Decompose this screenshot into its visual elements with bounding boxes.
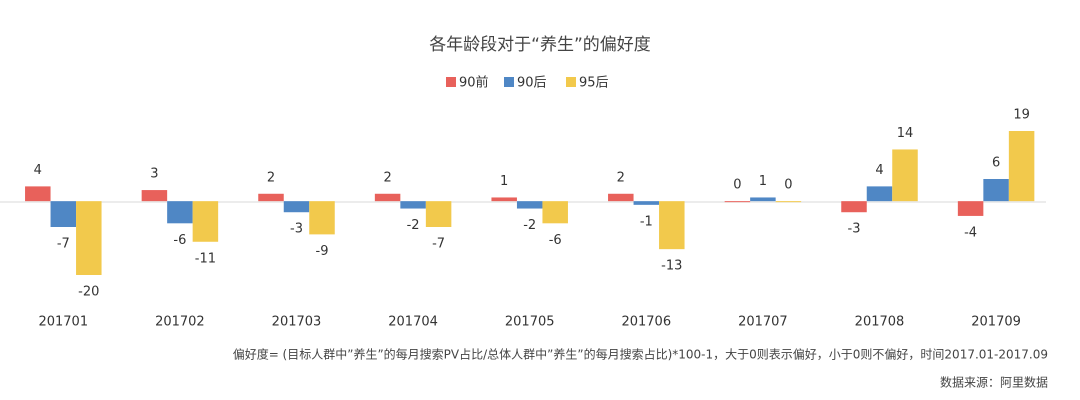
bar <box>309 201 335 235</box>
bar <box>542 201 568 224</box>
data-label: -6 <box>173 233 186 248</box>
bar <box>192 201 219 242</box>
bar <box>866 186 893 202</box>
data-label: 2 <box>383 170 391 185</box>
data-label: 0 <box>784 178 792 193</box>
legend-swatch <box>566 77 576 87</box>
bar <box>50 201 77 227</box>
x-tick-label: 201706 <box>621 315 671 330</box>
bar <box>167 201 193 224</box>
x-tick-label: 201703 <box>272 315 322 330</box>
x-tick-label: 201704 <box>388 315 438 330</box>
data-label: 14 <box>897 126 914 141</box>
x-tick-label: 201709 <box>971 315 1021 330</box>
x-tick-label: 201708 <box>855 315 905 330</box>
data-label: 0 <box>733 178 741 193</box>
x-tick-label: 201705 <box>505 315 555 330</box>
bar <box>608 193 634 202</box>
bar <box>957 201 984 216</box>
bar <box>841 201 867 213</box>
data-label: -4 <box>964 225 977 240</box>
chart-title: 各年龄段对于“养生”的偏好度 <box>429 35 651 55</box>
x-tick-label: 201702 <box>155 315 205 330</box>
footnote: 偏好度= (目标人群中”养生”的每月搜索PV占比/总体人群中”养生”的每月搜索占… <box>233 347 1048 362</box>
data-label: 2 <box>267 170 275 185</box>
data-label: -3 <box>290 222 303 237</box>
bar <box>283 201 310 213</box>
data-label: 19 <box>1013 108 1030 123</box>
data-label: -7 <box>57 237 70 252</box>
bar <box>892 149 918 202</box>
source: 数据来源：阿里数据 <box>940 375 1048 390</box>
data-label: -7 <box>432 237 445 252</box>
bar <box>750 197 776 202</box>
data-label: -6 <box>549 233 562 248</box>
bar <box>491 197 517 202</box>
bar <box>141 190 168 202</box>
bar <box>516 201 543 209</box>
legend-label: 90后 <box>517 76 547 91</box>
data-label: -20 <box>78 285 99 300</box>
legend-swatch <box>504 77 514 87</box>
data-label: 4 <box>875 163 883 178</box>
data-label: 6 <box>992 156 1000 171</box>
bar <box>400 201 426 209</box>
bar <box>724 201 751 203</box>
data-label: -1 <box>640 214 653 229</box>
bar <box>374 193 401 202</box>
bar <box>1008 131 1035 202</box>
data-label: -2 <box>523 218 536 233</box>
x-tick-label: 201707 <box>738 315 788 330</box>
bar <box>633 201 660 205</box>
data-label: 1 <box>759 174 767 189</box>
legend-label: 95后 <box>579 76 609 91</box>
data-label: 3 <box>150 167 158 182</box>
data-label: -3 <box>848 222 861 237</box>
legend-swatch <box>446 77 456 87</box>
bar <box>425 201 452 227</box>
data-label: -13 <box>661 259 682 274</box>
data-label: -11 <box>195 251 216 266</box>
data-label: -2 <box>407 218 420 233</box>
data-label: -9 <box>316 244 329 259</box>
bar <box>258 193 284 202</box>
x-tick-label: 201701 <box>38 315 88 330</box>
bar <box>659 201 685 250</box>
data-label: 2 <box>617 170 625 185</box>
bar <box>76 201 102 275</box>
data-label: 1 <box>500 174 508 189</box>
data-label: 4 <box>34 163 42 178</box>
bar <box>25 186 51 202</box>
bar <box>983 179 1009 202</box>
legend-label: 90前 <box>459 75 489 91</box>
bar <box>775 201 802 203</box>
